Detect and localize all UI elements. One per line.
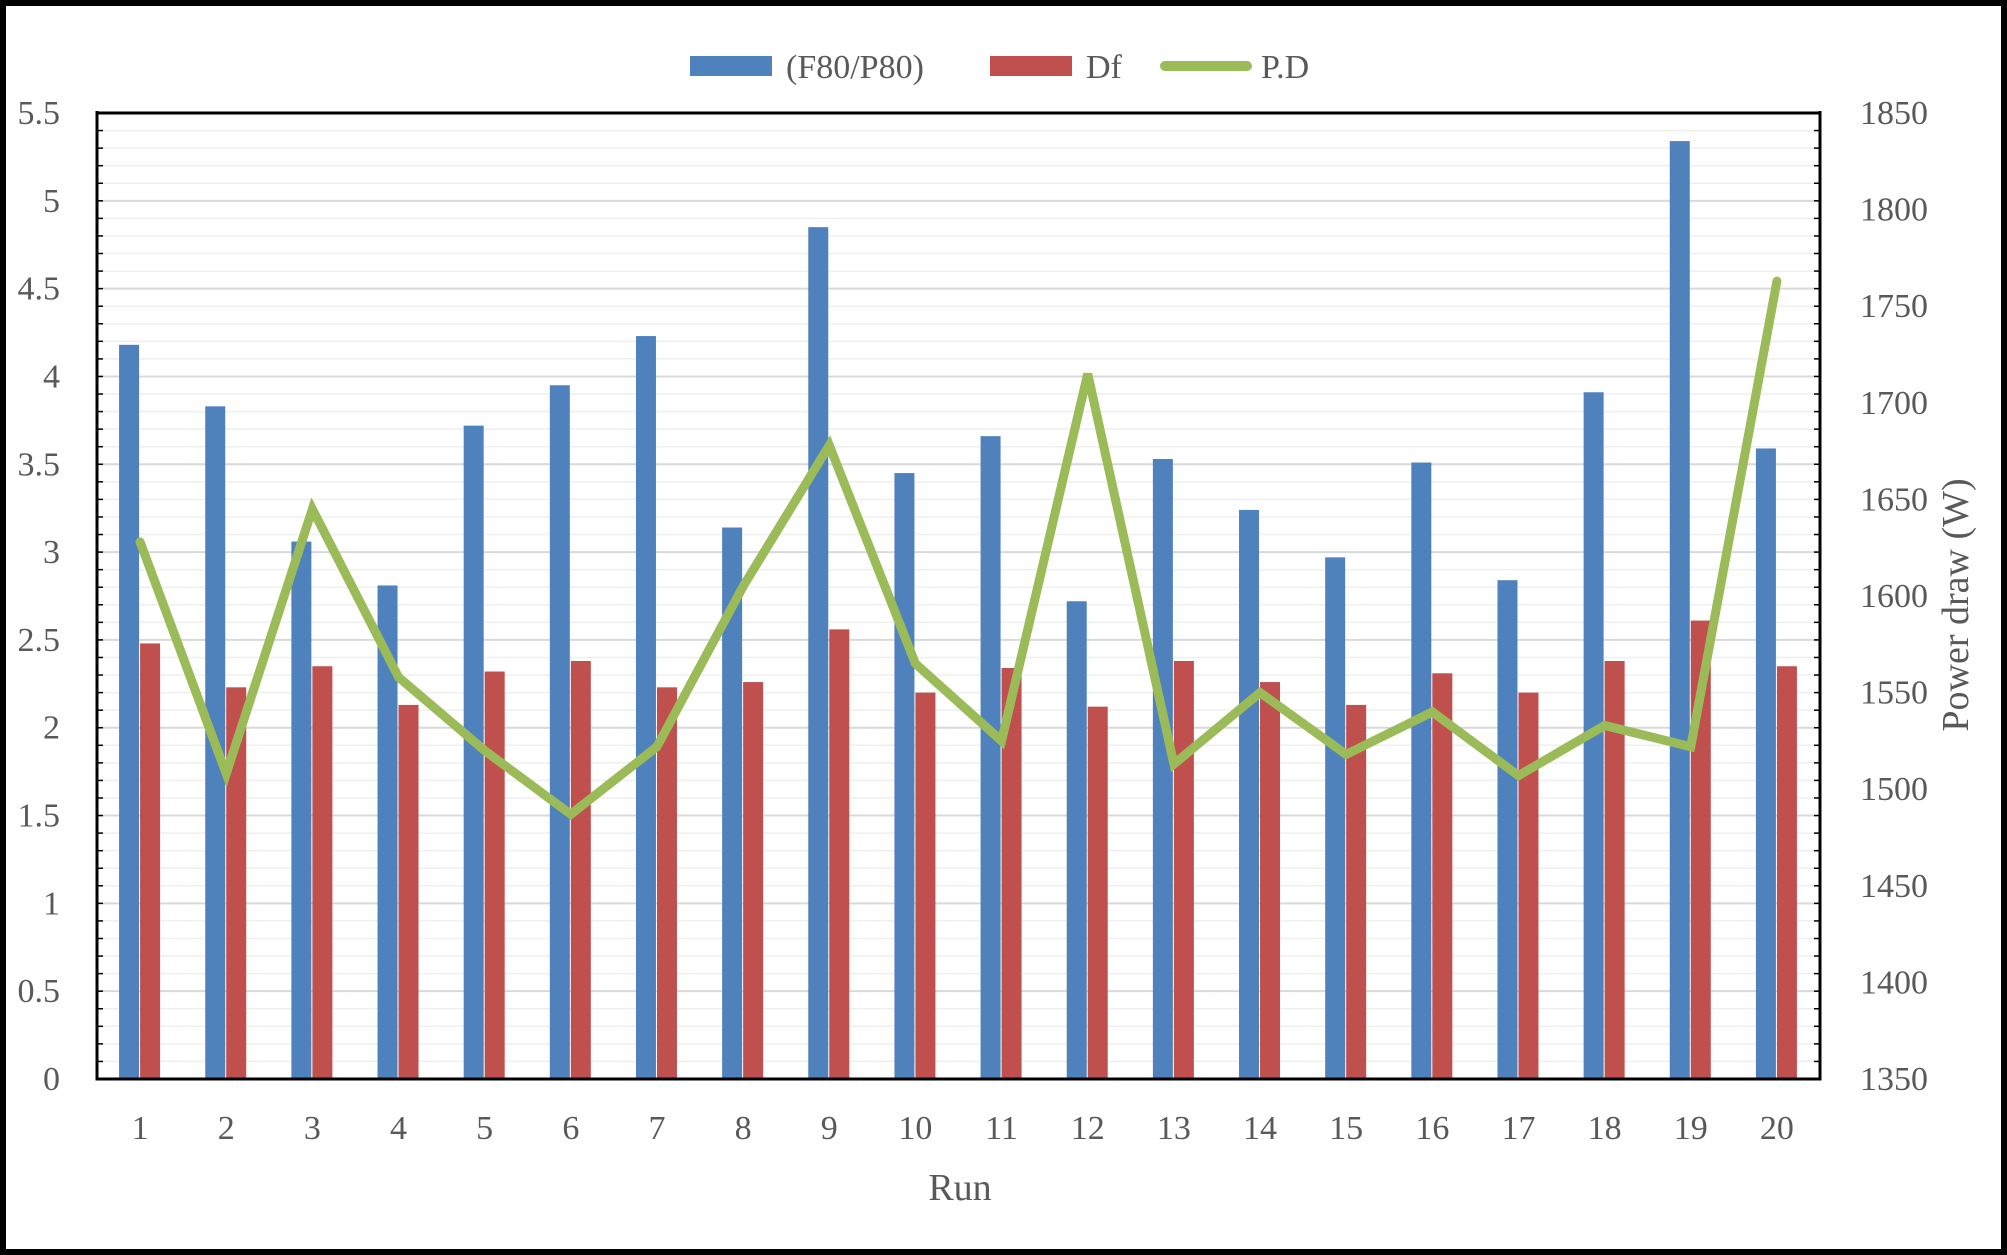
bar-df-run-9	[829, 629, 850, 1079]
bar-df-run-2	[226, 687, 247, 1079]
x-tick-label: 1	[132, 1110, 149, 1147]
left-axis-ticks: 0 0.5 1 1.5 2 2.5 3 3.5 4 4.5 5 5.5	[18, 95, 61, 1098]
left-tick-label: 1.5	[18, 798, 61, 835]
legend-swatch	[990, 56, 1072, 76]
x-tick-label: 5	[476, 1110, 493, 1147]
bar-f80p80-run-15	[1325, 557, 1346, 1079]
legend-label: P.D	[1261, 49, 1309, 86]
bar-df-run-6	[570, 660, 591, 1079]
legend-item-2: P.D	[1160, 49, 1309, 86]
x-tick-label: 20	[1760, 1110, 1794, 1147]
bar-df-run-15	[1346, 704, 1367, 1079]
x-tick-label: 2	[218, 1110, 235, 1147]
x-tick-label: 8	[735, 1110, 752, 1147]
x-tick-label: 7	[648, 1110, 665, 1147]
left-tick-label: 5	[43, 183, 60, 220]
y2-axis-title: Power draw (W)	[1935, 478, 1977, 731]
right-tick-label: 1800	[1860, 192, 1928, 229]
x-tick-label: 17	[1501, 1110, 1535, 1147]
left-tick-label: 2.5	[18, 622, 61, 659]
bar-f80p80-run-11	[980, 436, 1001, 1079]
x-tick-label: 14	[1243, 1110, 1277, 1147]
line-pd	[135, 276, 1782, 820]
bar-f80p80-run-13	[1152, 459, 1173, 1079]
x-tick-label: 10	[898, 1110, 932, 1147]
bar-f80p80-run-5	[463, 425, 484, 1080]
axes	[95, 111, 1822, 1081]
right-tick-label: 1450	[1860, 868, 1928, 905]
bar-df-run-8	[743, 682, 764, 1079]
x-tick-label: 11	[985, 1110, 1018, 1147]
legend-swatch	[690, 56, 772, 76]
bar-df-run-1	[140, 643, 161, 1079]
right-tick-label: 1350	[1860, 1061, 1928, 1098]
bar-df-run-4	[398, 704, 419, 1079]
x-tick-label: 18	[1588, 1110, 1622, 1147]
x-tick-label: 6	[562, 1110, 579, 1147]
x-tick-label: 4	[390, 1110, 407, 1147]
bar-df-run-18	[1604, 660, 1625, 1079]
legend-item-0: (F80/P80)	[690, 49, 924, 86]
line-series	[135, 276, 1782, 820]
x-axis-ticks: 1 2 3 4 5 6 7 8 9 10 11 12 13 14 15 16 17 18 19 20	[132, 1110, 1794, 1147]
left-tick-label: 4	[43, 358, 60, 395]
x-tick-label: 13	[1157, 1110, 1191, 1147]
bar-f80p80-run-19	[1669, 141, 1690, 1080]
right-tick-label: 1600	[1860, 578, 1928, 615]
bar-df-run-14	[1260, 682, 1281, 1079]
left-tick-label: 0	[43, 1061, 60, 1098]
left-tick-label: 1	[43, 885, 60, 922]
left-tick-label: 3	[43, 534, 60, 571]
bar-f80p80-run-10	[894, 473, 915, 1079]
legend-label: (F80/P80)	[786, 49, 924, 86]
bar-f80p80-run-17	[1497, 580, 1518, 1079]
bar-f80p80-run-7	[635, 336, 656, 1079]
bar-f80p80-run-20	[1755, 448, 1776, 1079]
right-tick-label: 1500	[1860, 771, 1928, 808]
x-axis-title: Run	[928, 1167, 991, 1209]
x-tick-label: 12	[1071, 1110, 1105, 1147]
bar-df-run-16	[1432, 673, 1453, 1079]
bar-df-run-3	[312, 666, 333, 1079]
bar-f80p80-run-4	[377, 585, 398, 1079]
bar-df-run-11	[1001, 668, 1022, 1079]
bar-df-run-10	[915, 692, 936, 1079]
bar-df-run-12	[1087, 706, 1108, 1079]
left-tick-label: 5.5	[18, 95, 61, 132]
right-axis-ticks: 1350 1400 1450 1500 1550 1600 1650 1700 1750 1800…	[1860, 95, 1928, 1098]
right-tick-label: 1750	[1860, 288, 1928, 325]
bar-f80p80-run-14	[1239, 509, 1260, 1079]
bar-f80p80-run-8	[722, 527, 743, 1079]
right-tick-label: 1850	[1860, 95, 1928, 132]
bar-df-run-17	[1518, 692, 1539, 1079]
bar-f80p80-run-9	[808, 227, 829, 1079]
legend-label: Df	[1086, 49, 1123, 86]
right-tick-label: 1650	[1860, 481, 1928, 518]
bar-df-run-20	[1776, 666, 1797, 1079]
x-tick-label: 15	[1329, 1110, 1363, 1147]
legend: (F80/P80) Df P.D	[690, 49, 1309, 86]
x-tick-label: 3	[304, 1110, 321, 1147]
left-tick-label: 3.5	[18, 446, 61, 483]
x-tick-label: 19	[1674, 1110, 1708, 1147]
left-tick-label: 0.5	[18, 973, 61, 1010]
bar-f80p80-run-12	[1066, 601, 1087, 1079]
bar-f80p80-run-1	[119, 344, 140, 1080]
bar-f80p80-run-3	[291, 541, 312, 1079]
bar-df-run-5	[484, 671, 505, 1079]
bar-f80p80-run-6	[549, 385, 570, 1080]
bar-df-run-7	[656, 687, 677, 1079]
right-tick-label: 1550	[1860, 675, 1928, 712]
x-tick-label: 16	[1415, 1110, 1449, 1147]
x-tick-label: 9	[821, 1110, 838, 1147]
bar-df-run-13	[1173, 660, 1194, 1079]
left-tick-label: 4.5	[18, 271, 61, 308]
legend-item-1: Df	[990, 49, 1123, 86]
bar-f80p80-run-16	[1411, 462, 1432, 1079]
left-tick-label: 2	[43, 710, 60, 747]
right-tick-label: 1400	[1860, 964, 1928, 1001]
right-tick-label: 1700	[1860, 385, 1928, 422]
